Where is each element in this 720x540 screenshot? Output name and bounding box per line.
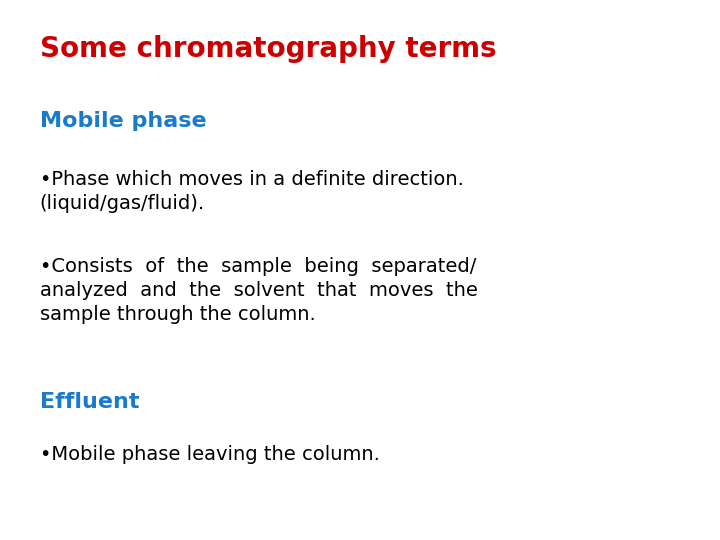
Text: Effluent: Effluent [40,392,139,411]
Text: Some chromatography terms: Some chromatography terms [40,35,496,63]
Text: •Consists  of  the  sample  being  separated/
analyzed  and  the  solvent  that : •Consists of the sample being separated/… [40,256,477,324]
Text: Mobile phase: Mobile phase [40,111,206,131]
Text: •Phase which moves in a definite direction.
(liquid/gas/fluid).: •Phase which moves in a definite directi… [40,170,464,213]
Text: •Mobile phase leaving the column.: •Mobile phase leaving the column. [40,446,379,464]
